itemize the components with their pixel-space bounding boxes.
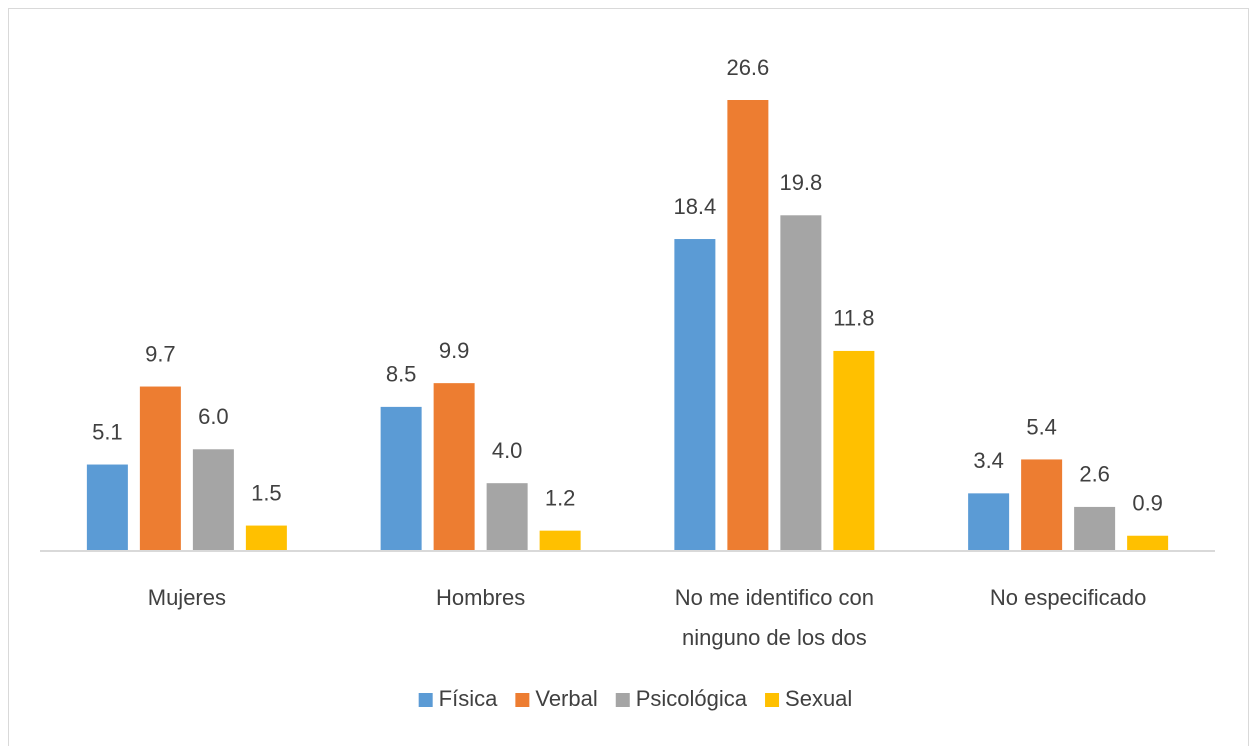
data-label: 5.4: [1026, 414, 1057, 439]
legend-label: Psicológica: [636, 686, 748, 711]
bar: [1127, 535, 1169, 551]
data-label: 4.0: [492, 438, 523, 463]
x-tick-label: Hombres: [436, 585, 526, 610]
data-label: 3.4: [973, 448, 1004, 473]
bar: [1021, 459, 1063, 551]
x-tick-label: No me identifico con ninguno de los dos: [674, 585, 875, 650]
bar: [380, 406, 422, 551]
bar: [539, 530, 581, 551]
legend-swatch: [418, 693, 433, 707]
bar: [192, 449, 234, 551]
bar: [486, 483, 528, 551]
data-label: 6.0: [198, 404, 229, 429]
legend-label: Física: [439, 686, 498, 711]
legend-label: Verbal: [535, 686, 597, 711]
bar: [433, 383, 475, 551]
data-label: 9.7: [145, 341, 176, 366]
legend-swatch: [765, 693, 780, 707]
data-label: 9.9: [439, 338, 470, 363]
bar: [139, 386, 181, 551]
x-tick-label: Mujeres: [147, 585, 226, 610]
x-tick-label: No especificado: [989, 585, 1147, 610]
data-label: 5.1: [92, 419, 123, 444]
bar: [833, 350, 875, 551]
bar: [245, 525, 287, 551]
legend-swatch: [515, 693, 530, 707]
chart-frame: [8, 8, 1249, 746]
bar: [86, 464, 128, 551]
bar: [674, 239, 716, 551]
data-label: 18.4: [673, 194, 716, 219]
bar: [727, 100, 769, 551]
data-label: 0.9: [1132, 491, 1163, 516]
data-label: 1.5: [251, 480, 282, 505]
data-label: 2.6: [1079, 462, 1110, 487]
bar: [968, 493, 1010, 551]
data-label: 8.5: [386, 362, 417, 387]
data-label: 26.6: [726, 55, 769, 80]
legend-swatch: [615, 693, 630, 707]
data-label: 11.8: [833, 306, 874, 331]
bar: [780, 215, 822, 552]
bar: [1074, 506, 1116, 551]
data-label: 1.2: [545, 485, 576, 510]
data-label: 19.8: [779, 170, 822, 195]
legend-label: Sexual: [785, 686, 852, 711]
